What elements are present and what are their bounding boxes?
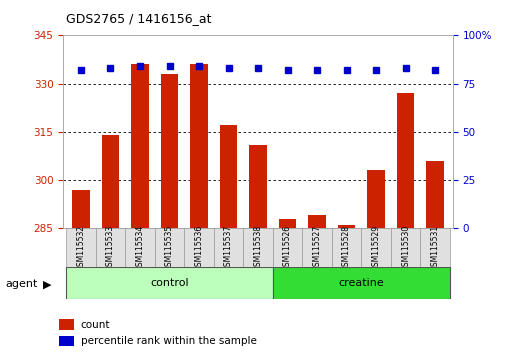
Text: GSM115533: GSM115533 xyxy=(106,225,115,271)
Text: GSM115530: GSM115530 xyxy=(400,225,410,271)
Text: GSM115532: GSM115532 xyxy=(76,225,85,271)
Bar xyxy=(219,125,237,228)
Text: GSM115534: GSM115534 xyxy=(135,225,144,271)
Bar xyxy=(66,228,95,267)
Bar xyxy=(66,267,272,299)
Bar xyxy=(161,74,178,228)
Bar xyxy=(59,336,74,346)
Text: GDS2765 / 1416156_at: GDS2765 / 1416156_at xyxy=(66,12,211,25)
Bar xyxy=(184,228,213,267)
Bar xyxy=(396,93,414,228)
Bar xyxy=(331,228,361,267)
Bar xyxy=(278,219,296,228)
Text: GSM115528: GSM115528 xyxy=(341,225,350,271)
Text: creatine: creatine xyxy=(338,278,383,288)
Text: control: control xyxy=(150,278,188,288)
Text: GSM115527: GSM115527 xyxy=(312,225,321,271)
Bar xyxy=(272,228,301,267)
Text: agent: agent xyxy=(5,279,37,289)
Bar xyxy=(95,228,125,267)
Text: ▶: ▶ xyxy=(43,279,52,289)
Bar xyxy=(302,228,331,267)
Bar xyxy=(361,228,390,267)
Bar xyxy=(425,161,443,228)
Text: GSM115537: GSM115537 xyxy=(224,225,233,271)
Bar xyxy=(337,225,355,228)
Bar xyxy=(59,319,74,330)
Bar xyxy=(72,190,90,228)
Bar xyxy=(367,171,384,228)
Bar xyxy=(213,228,243,267)
Bar xyxy=(390,228,420,267)
Bar xyxy=(102,135,119,228)
Text: GSM115526: GSM115526 xyxy=(282,225,291,271)
Bar xyxy=(243,228,272,267)
Bar xyxy=(308,216,325,228)
Bar xyxy=(249,145,267,228)
Text: percentile rank within the sample: percentile rank within the sample xyxy=(81,336,256,346)
Bar xyxy=(190,64,208,228)
Text: GSM115529: GSM115529 xyxy=(371,225,380,271)
Bar xyxy=(272,267,449,299)
Bar xyxy=(420,228,449,267)
Bar xyxy=(155,228,184,267)
Text: GSM115536: GSM115536 xyxy=(194,225,203,271)
Bar xyxy=(131,64,148,228)
Bar xyxy=(125,228,155,267)
Text: GSM115538: GSM115538 xyxy=(253,225,262,271)
Text: GSM115535: GSM115535 xyxy=(165,225,174,271)
Text: GSM115531: GSM115531 xyxy=(430,225,439,271)
Text: count: count xyxy=(81,320,110,330)
